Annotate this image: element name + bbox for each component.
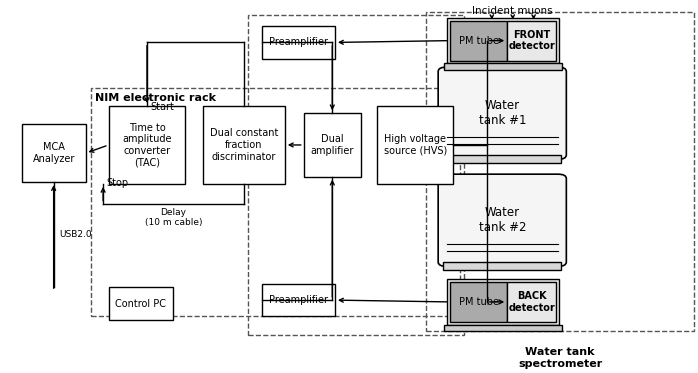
Bar — [443, 262, 561, 270]
Text: PM tube: PM tube — [459, 297, 498, 307]
Text: Dual
amplifier: Dual amplifier — [311, 134, 354, 156]
Bar — [91, 88, 461, 316]
FancyBboxPatch shape — [438, 67, 566, 159]
Text: NIM electronic rack: NIM electronic rack — [95, 93, 216, 103]
Text: Control PC: Control PC — [115, 299, 166, 309]
Bar — [304, 113, 361, 177]
Bar — [507, 21, 556, 60]
Text: Time to
amplitude
converter
(TAC): Time to amplitude converter (TAC) — [122, 123, 172, 167]
Bar — [450, 282, 507, 322]
Bar — [444, 325, 562, 331]
Bar — [507, 282, 556, 322]
Text: Start: Start — [151, 102, 174, 112]
Bar — [22, 124, 86, 182]
Text: BACK
detector: BACK detector — [508, 291, 555, 313]
Text: Dual constant
fraction
discriminator: Dual constant fraction discriminator — [209, 128, 278, 162]
Text: PM tube: PM tube — [459, 35, 498, 46]
Bar — [109, 106, 185, 184]
Bar — [444, 63, 562, 70]
Text: Delay
(10 m cable): Delay (10 m cable) — [144, 207, 202, 227]
Bar — [443, 155, 561, 163]
Text: Preamplifier: Preamplifier — [269, 295, 328, 305]
Bar — [109, 288, 173, 320]
Bar — [447, 279, 558, 325]
Text: Water
tank #2: Water tank #2 — [479, 206, 526, 234]
Text: USB2.0: USB2.0 — [59, 230, 92, 239]
Text: Water tank
spectrometer: Water tank spectrometer — [518, 347, 602, 369]
Bar — [377, 106, 454, 184]
Bar — [262, 284, 335, 316]
Text: Preamplifier: Preamplifier — [269, 37, 328, 47]
Text: Incident muons: Incident muons — [473, 6, 553, 16]
Bar — [262, 26, 335, 59]
Bar — [426, 12, 694, 331]
Bar — [450, 21, 507, 60]
Bar — [447, 18, 558, 63]
Text: Stop: Stop — [107, 178, 128, 188]
Bar — [248, 15, 464, 335]
Text: FRONT
detector: FRONT detector — [508, 30, 555, 51]
Text: High voltage
source (HVS): High voltage source (HVS) — [384, 134, 447, 156]
Bar — [202, 106, 285, 184]
FancyBboxPatch shape — [438, 174, 566, 266]
Text: MCA
Analyzer: MCA Analyzer — [32, 142, 75, 164]
Text: Water
tank #1: Water tank #1 — [479, 99, 526, 127]
